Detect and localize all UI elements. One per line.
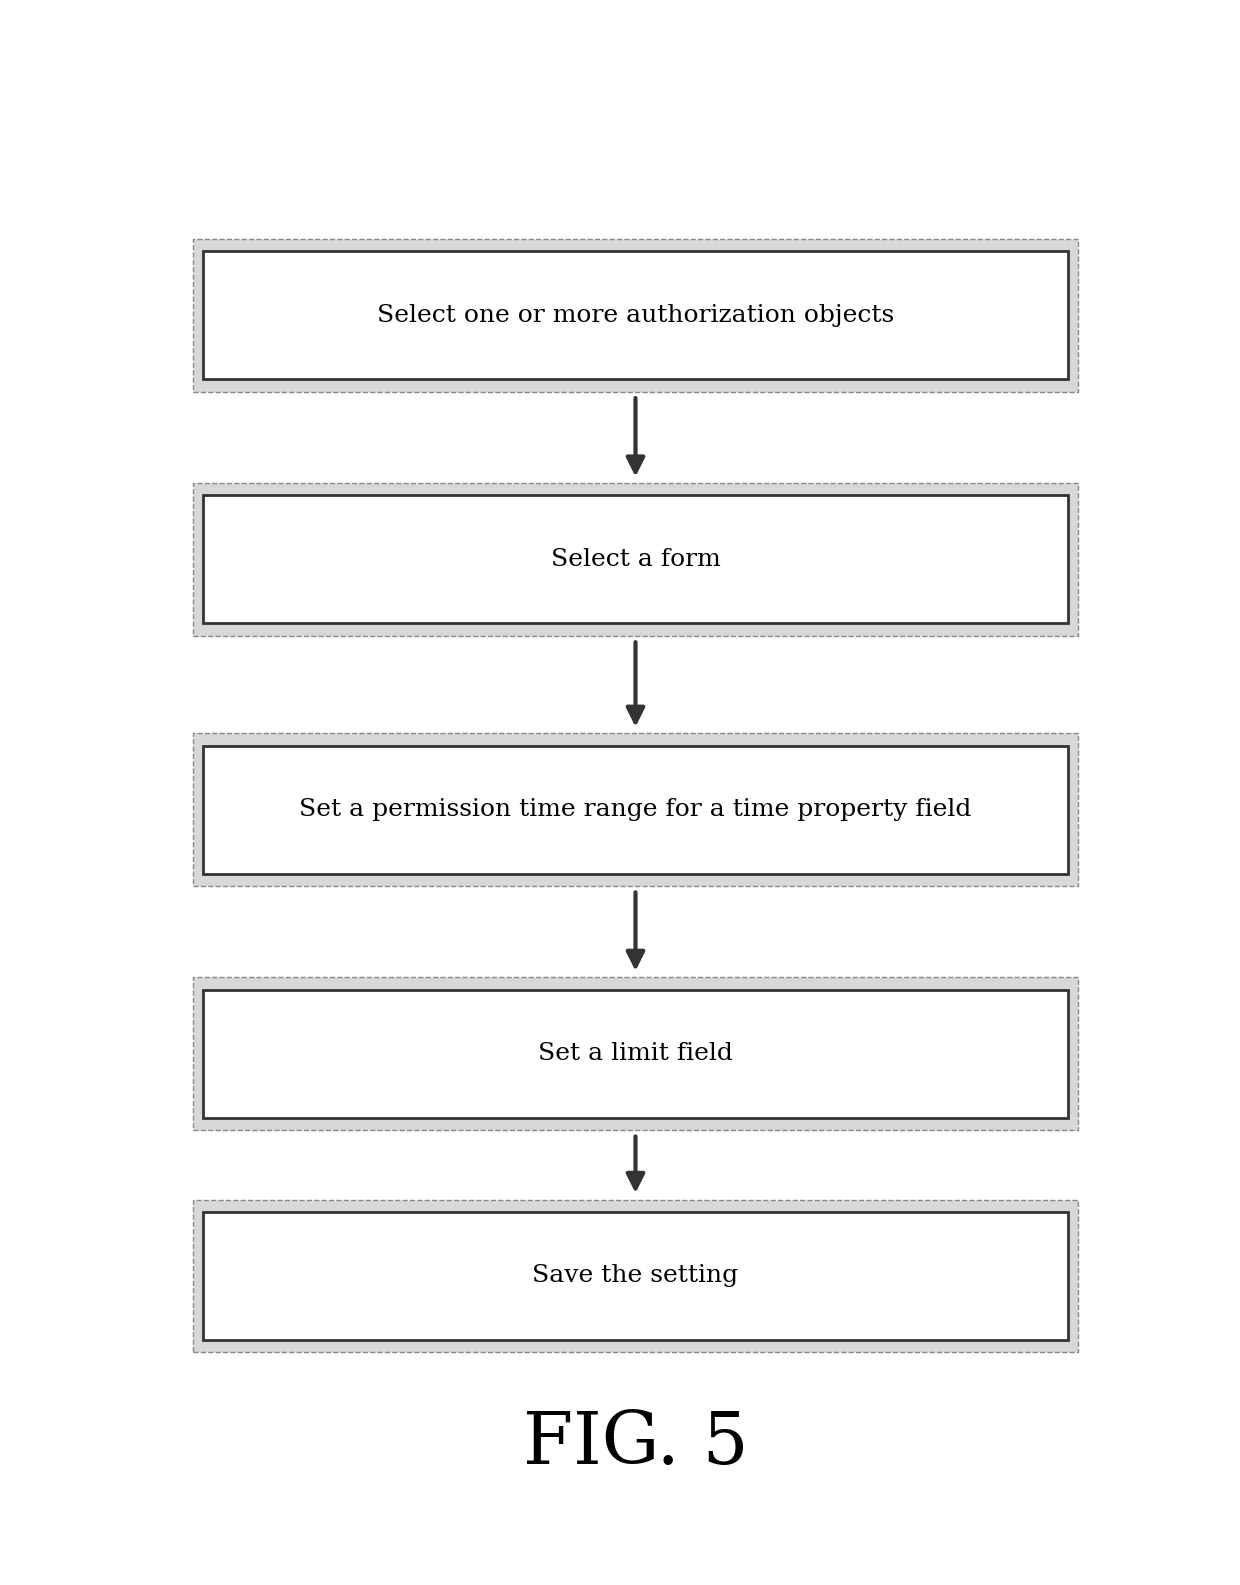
Bar	[193, 734, 1078, 886]
Text: FIG. 5: FIG. 5	[523, 1409, 748, 1479]
Text: Save the setting: Save the setting	[532, 1265, 739, 1287]
Bar	[193, 1200, 1078, 1352]
Bar	[193, 239, 1078, 391]
Bar	[193, 483, 1078, 636]
Bar	[203, 989, 1068, 1117]
Text: Set a permission time range for a time property field: Set a permission time range for a time p…	[299, 799, 972, 821]
Bar	[203, 495, 1068, 623]
Bar	[203, 745, 1068, 873]
Bar	[203, 250, 1068, 379]
Bar	[193, 978, 1078, 1130]
Bar	[203, 1211, 1068, 1339]
Text: Select a form: Select a form	[551, 548, 720, 571]
Text: Select one or more authorization objects: Select one or more authorization objects	[377, 304, 894, 327]
Text: Set a limit field: Set a limit field	[538, 1043, 733, 1065]
